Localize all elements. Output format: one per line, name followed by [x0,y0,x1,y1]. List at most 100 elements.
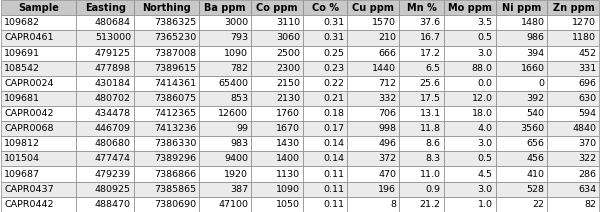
Bar [1,136,76,151]
Bar [347,76,400,91]
Bar [547,121,599,136]
Text: 0.22: 0.22 [323,79,344,88]
Bar [547,46,599,61]
Bar [1,15,76,31]
Bar [199,0,251,15]
Bar [76,121,134,136]
Text: 2130: 2130 [276,94,300,103]
Text: CAPR0024: CAPR0024 [4,79,54,88]
Bar [443,106,496,121]
Text: 7386075: 7386075 [154,94,196,103]
Bar [496,181,547,197]
Text: 1270: 1270 [572,18,596,27]
Text: 782: 782 [230,64,248,73]
Bar [76,136,134,151]
Text: Co ppm: Co ppm [256,3,298,13]
Bar [347,136,400,151]
Bar [547,197,599,212]
Bar [1,0,76,15]
Text: 196: 196 [379,185,397,194]
Text: 1130: 1130 [276,170,300,179]
Text: 331: 331 [578,64,596,73]
Bar [76,166,134,181]
Text: 7386866: 7386866 [154,170,196,179]
Bar [76,76,134,91]
Text: 479239: 479239 [95,170,131,179]
Text: 1660: 1660 [520,64,544,73]
Text: 446709: 446709 [95,124,131,133]
Bar [1,121,76,136]
Text: 0.11: 0.11 [323,170,344,179]
Bar [1,61,76,76]
Text: 12.0: 12.0 [472,94,493,103]
Text: 7385865: 7385865 [154,185,196,194]
Bar [199,121,251,136]
Text: 706: 706 [379,109,397,118]
Text: 1570: 1570 [373,18,397,27]
Bar [443,15,496,31]
Bar [547,15,599,31]
Bar [496,166,547,181]
Text: 0.31: 0.31 [323,33,344,42]
Text: 528: 528 [526,185,544,194]
Text: 109691: 109691 [4,49,40,58]
Bar [199,136,251,151]
Text: 540: 540 [526,109,544,118]
Text: CAPR0437: CAPR0437 [4,185,54,194]
Bar [443,61,496,76]
Bar [303,61,347,76]
Text: 0.9: 0.9 [425,185,440,194]
Text: 1760: 1760 [276,109,300,118]
Bar [400,46,443,61]
Bar [303,197,347,212]
Bar [76,91,134,106]
Text: 634: 634 [578,185,596,194]
Text: Mo ppm: Mo ppm [448,3,491,13]
Bar [251,61,303,76]
Text: 22: 22 [532,200,544,209]
Text: 480925: 480925 [95,185,131,194]
Text: 480684: 480684 [95,18,131,27]
Text: 332: 332 [378,94,397,103]
Text: CAPR0461: CAPR0461 [4,33,54,42]
Text: 3000: 3000 [224,18,248,27]
Text: 594: 594 [578,109,596,118]
Bar [303,76,347,91]
Bar [1,46,76,61]
Bar [496,197,547,212]
Bar [199,46,251,61]
Bar [199,151,251,166]
Bar [199,61,251,76]
Bar [347,106,400,121]
Text: 480680: 480680 [95,139,131,148]
Text: 0.31: 0.31 [323,18,344,27]
Bar [443,91,496,106]
Bar [76,46,134,61]
Text: 480702: 480702 [95,94,131,103]
Bar [347,91,400,106]
Text: 7380690: 7380690 [154,200,196,209]
Bar [303,181,347,197]
Text: 1480: 1480 [520,18,544,27]
Text: 496: 496 [379,139,397,148]
Text: 0.25: 0.25 [323,49,344,58]
Bar [547,151,599,166]
Text: 109681: 109681 [4,94,40,103]
Text: 1050: 1050 [276,200,300,209]
Text: 7413236: 7413236 [154,124,196,133]
Bar [400,61,443,76]
Text: 513000: 513000 [95,33,131,42]
Bar [303,151,347,166]
Text: 8.6: 8.6 [425,139,440,148]
Text: 7389296: 7389296 [154,154,196,163]
Text: 101504: 101504 [4,154,40,163]
Bar [443,136,496,151]
Text: 3.0: 3.0 [478,49,493,58]
Text: 210: 210 [379,33,397,42]
Bar [134,121,199,136]
Bar [251,0,303,15]
Text: 0.5: 0.5 [478,33,493,42]
Bar [443,0,496,15]
Bar [134,106,199,121]
Bar [251,181,303,197]
